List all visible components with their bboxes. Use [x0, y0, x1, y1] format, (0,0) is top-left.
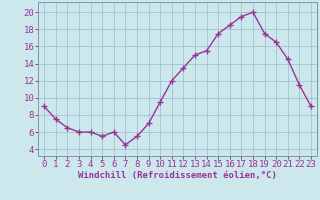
- X-axis label: Windchill (Refroidissement éolien,°C): Windchill (Refroidissement éolien,°C): [78, 171, 277, 180]
